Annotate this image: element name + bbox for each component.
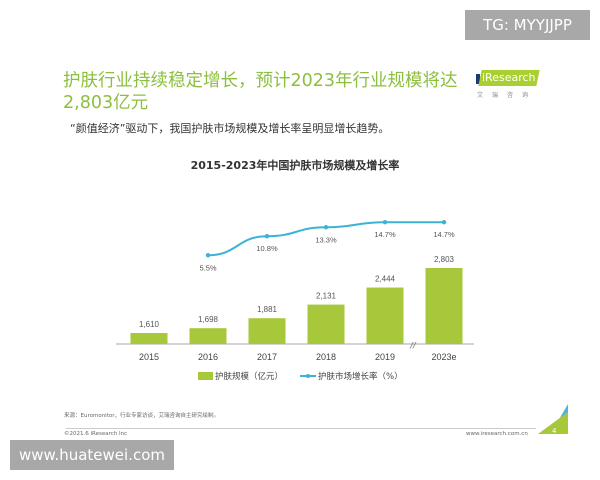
slide-title: 护肤行业持续稳定增长，预计2023年行业规模将达2,803亿元 [63,71,458,113]
growth-label: 14.7% [433,230,455,239]
page-number: 4 [552,427,557,435]
logo-dot [476,74,480,84]
watermark-bottom: www.huatewei.com [10,440,174,470]
legend-bar-swatch [198,372,213,380]
bar-label: 2,803 [434,255,455,264]
source-note: 来源：Euromonitor，行业专家访谈，艾瑞咨询自主研究绘制。 [64,413,219,419]
growth-label: 5.5% [199,263,216,272]
bar-label: 2,131 [316,292,337,301]
x-tick-label: 2018 [316,352,336,362]
bar [366,287,404,344]
watermark-top: TG: MYYJJPP [465,10,590,40]
legend-line-marker [306,374,310,378]
footer-divider [66,428,536,429]
x-tick-label: 2023e [431,352,456,362]
legend-line-label: 护肤市场增长率（%） [318,371,403,382]
growth-point [382,220,388,225]
growth-point [205,253,211,258]
growth-label: 13.3% [315,235,337,244]
chart-title: 2015-2023年中国护肤市场规模及增长率 [190,159,400,172]
slide-subtitle: “颜值经济”驱动下，我国护肤市场规模及增长率呈明显增长趋势。 [70,122,390,135]
bar-label: 1,698 [198,315,219,324]
logo-text: iResearch [482,71,536,84]
x-tick-label: 2019 [375,352,395,362]
axis-break-mark: // [409,341,417,350]
bar [425,267,463,344]
bar [189,328,227,344]
bar [130,332,168,344]
bar [307,304,345,344]
growth-point [441,220,447,225]
growth-point [264,234,270,239]
bar-label: 2,444 [375,275,396,284]
legend-bar-label: 护肤规模（亿元） [215,371,283,382]
bar-label: 1,610 [139,320,160,329]
bar [248,318,286,344]
iresearch-logo: iResearch 艾瑞咨询 [476,68,546,108]
growth-point [323,225,329,230]
bar-label: 1,881 [257,305,278,314]
x-tick-label: 2015 [139,352,159,362]
x-tick-label: 2016 [198,352,218,362]
growth-label: 10.8% [256,244,278,253]
corner-decoration [538,404,568,434]
growth-label: 14.7% [374,230,396,239]
logo-cn: 艾瑞咨询 [477,92,538,99]
copyright: ©2021.6 iResearch Inc [64,431,128,437]
x-tick-label: 2017 [257,352,277,362]
website-link[interactable]: www.iresearch.com.cn [466,431,528,437]
